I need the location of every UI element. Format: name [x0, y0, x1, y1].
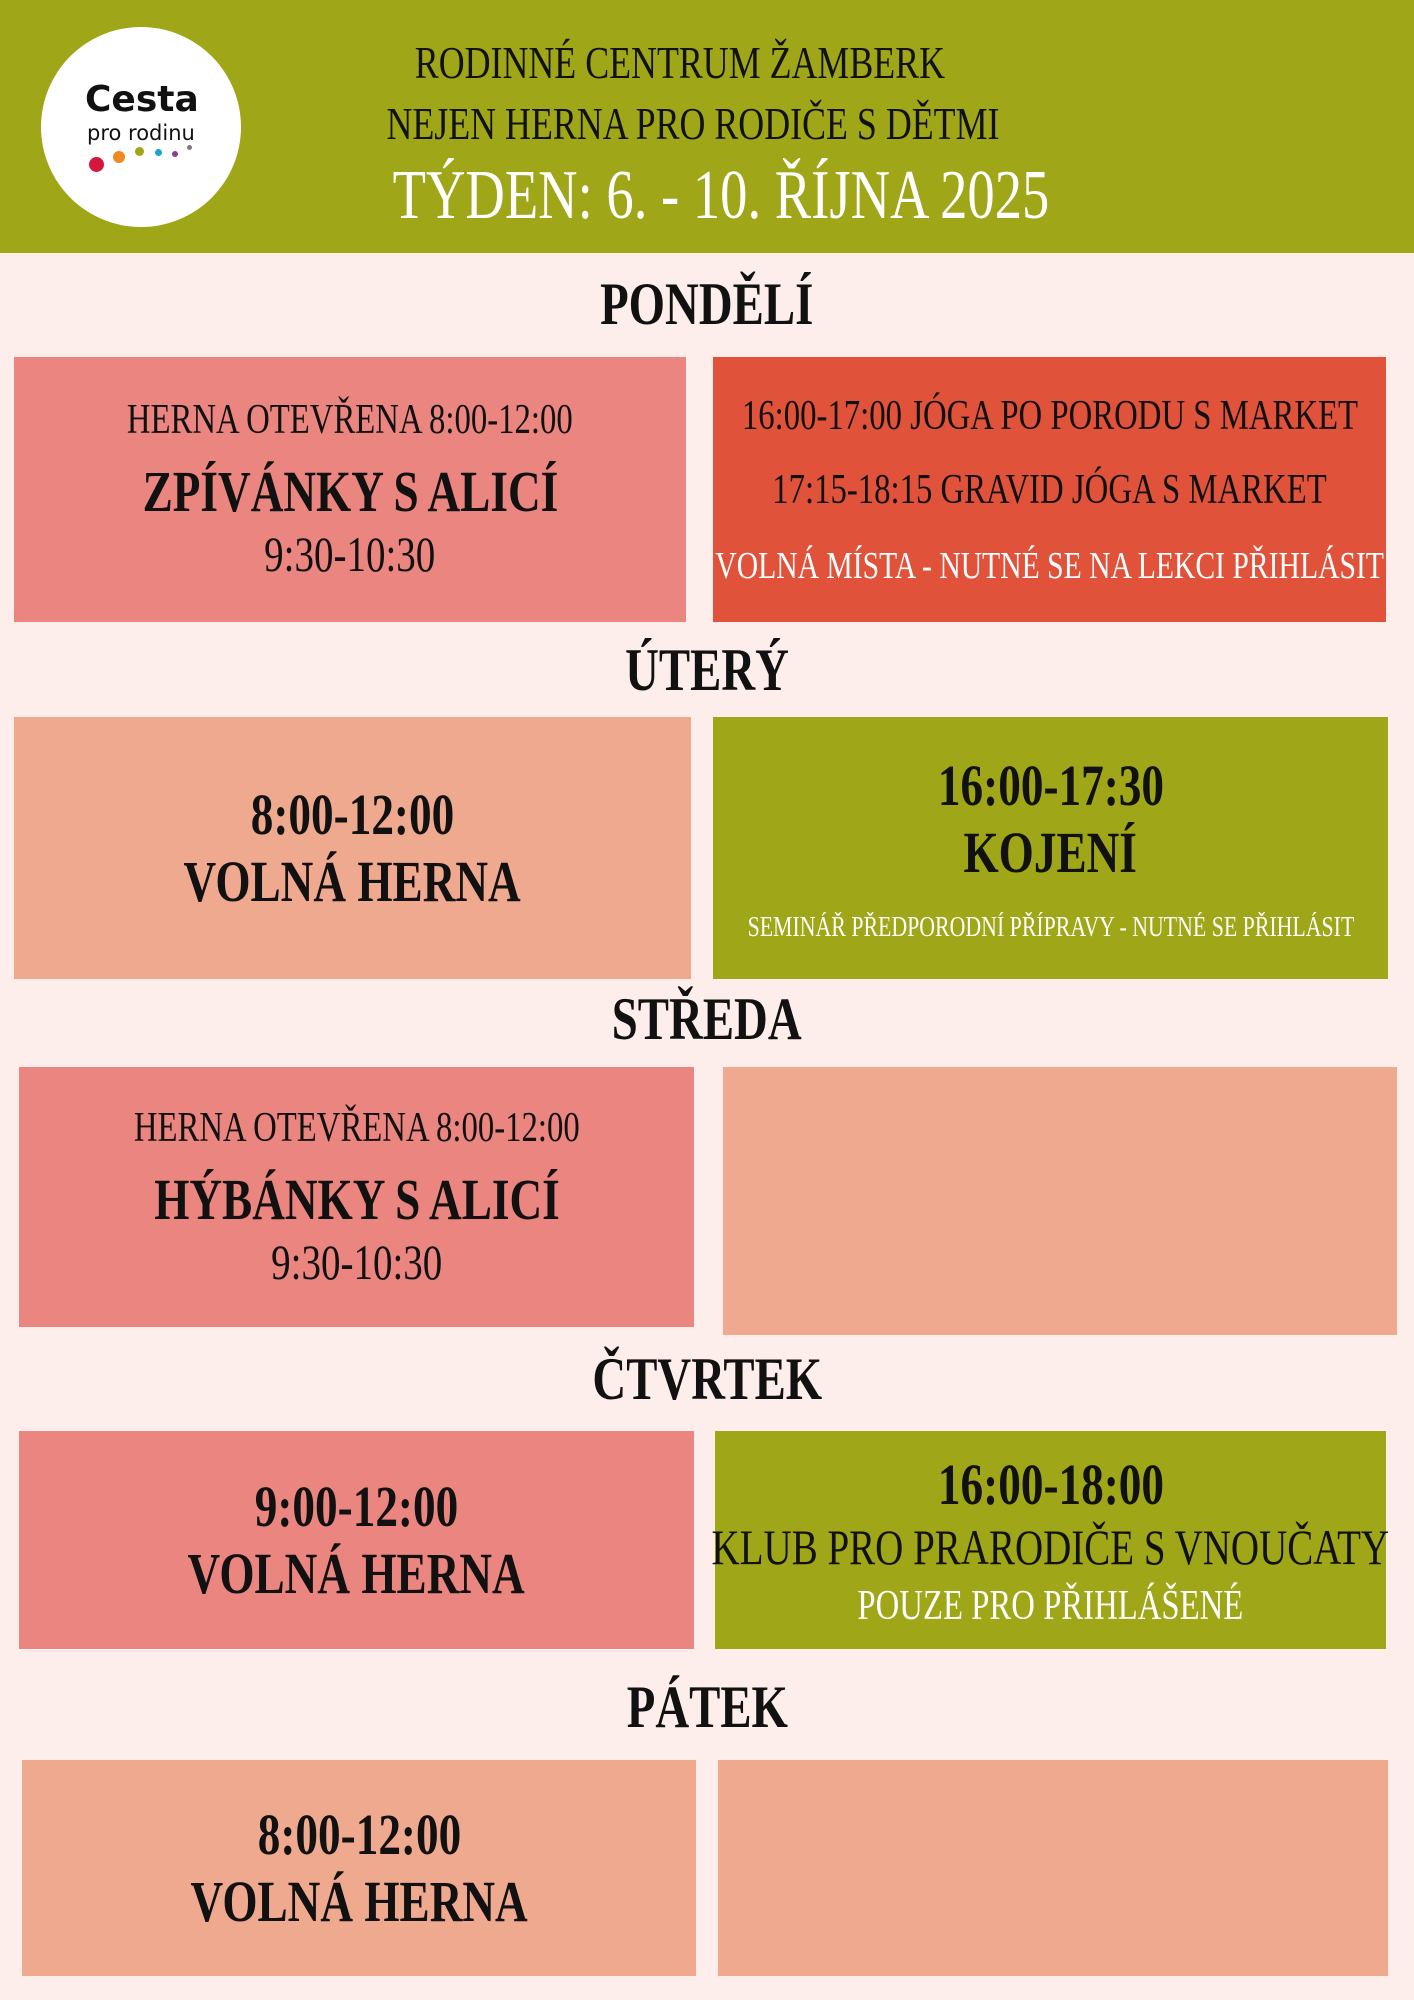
- card-time: 9:30-10:30: [270, 1233, 443, 1290]
- card-time: 9:30-10:30: [264, 526, 436, 582]
- card-note: Pouze pro přihlášené: [857, 1582, 1244, 1629]
- wednesday-morning-card: Herna otevřena 8:00-12:00 Hýbánky s Alic…: [19, 1067, 694, 1327]
- card-title: Volná herna: [190, 1869, 528, 1934]
- logo: Cesta pro rodinu: [41, 27, 241, 227]
- monday-morning-card: Herna otevřena 8:00-12:00 Zpívánky s Ali…: [14, 357, 686, 622]
- logo-dot: [135, 147, 144, 156]
- card-line: Herna otevřena 8:00-12:00: [127, 397, 573, 443]
- logo-dot: [113, 151, 125, 163]
- logo-dot: [187, 145, 192, 150]
- day-heading-thursday: Čtvrtek: [592, 1346, 822, 1412]
- friday-afternoon-card-empty: [718, 1760, 1388, 1976]
- thursday-afternoon-card: 16:00-18:00 Klub pro prarodiče s vnoučat…: [712, 1431, 1389, 1649]
- friday-morning-card: 8:00-12:00 Volná herna: [22, 1760, 696, 1976]
- card-note: Volná místa - nutné se na lekci přihlási…: [715, 544, 1384, 587]
- card-time: 16:00-18:00: [937, 1451, 1164, 1517]
- card-title: Volná herna: [183, 849, 522, 914]
- card-line: 17:15-18:15 gravid jóga s Market: [772, 466, 1327, 513]
- monday-afternoon-card: 16:00-17:00 jóga po porodu s Market 17:1…: [713, 357, 1386, 622]
- day-heading-tuesday: Úterý: [625, 637, 789, 703]
- card-time: 8:00-12:00: [257, 1802, 461, 1867]
- header-banner: Cesta pro rodinu Rodinné centrum Žamberk…: [0, 0, 1414, 253]
- subtitle: Nejen herna pro rodiče s dětmi: [386, 98, 1000, 149]
- card-note: Seminář předporodní přípravy - nutné se …: [747, 912, 1354, 943]
- card-time: 8:00-12:00: [250, 782, 455, 847]
- card-title: Volná herna: [187, 1541, 526, 1606]
- card-title: Klub pro prarodiče s vnoučaty: [711, 1518, 1390, 1575]
- logo-text: Cesta: [85, 79, 199, 120]
- day-heading-monday: Pondělí: [600, 271, 814, 337]
- logo-dot: [155, 149, 162, 156]
- day-heading-wednesday: Středa: [612, 986, 802, 1052]
- card-title: Kojení: [963, 820, 1138, 885]
- tuesday-morning-card: 8:00-12:00 Volná herna: [14, 717, 691, 979]
- card-title: Zpívánky s Alicí: [142, 459, 558, 524]
- card-line: 16:00-17:00 jóga po porodu s Market: [741, 392, 1358, 439]
- thursday-morning-card: 9:00-12:00 Volná herna: [19, 1431, 694, 1649]
- card-time: 9:00-12:00: [254, 1474, 459, 1539]
- logo-subtext: pro rodinu: [87, 121, 195, 145]
- card-line: Herna otevřena 8:00-12:00: [133, 1104, 580, 1151]
- card-title: Hýbánky s Alicí: [153, 1166, 560, 1232]
- day-heading-friday: Pátek: [626, 1674, 788, 1740]
- card-time: 16:00-17:30: [937, 753, 1164, 818]
- logo-dot: [172, 151, 178, 157]
- wednesday-afternoon-card-empty: [723, 1067, 1397, 1335]
- week-range: Týden: 6. - 10. října 2025: [392, 157, 1050, 234]
- title: Rodinné centrum Žamberk: [414, 37, 946, 88]
- logo-dot: [89, 157, 104, 172]
- tuesday-afternoon-card: 16:00-17:30 Kojení Seminář předporodní p…: [713, 717, 1388, 979]
